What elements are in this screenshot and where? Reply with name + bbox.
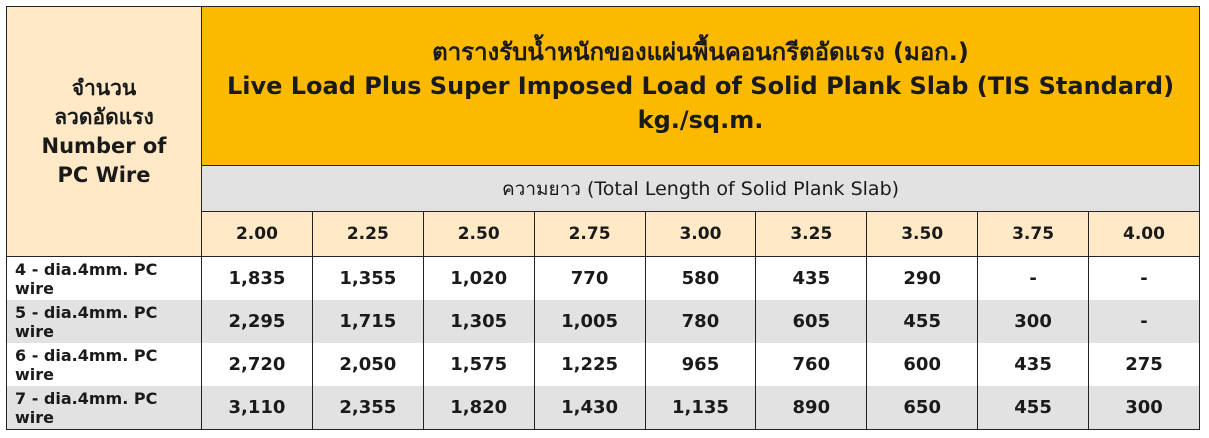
load-value-cell: 1,005 <box>533 300 646 343</box>
load-value-cell: - <box>1088 300 1200 343</box>
load-value-cell: 435 <box>977 343 1089 386</box>
load-value-cell: 1,820 <box>422 386 535 430</box>
load-value-cell: 760 <box>755 343 868 386</box>
load-value-cell: 455 <box>977 386 1089 430</box>
row-label: 7 - dia.4mm. PC wire <box>6 386 202 430</box>
row-label: 5 - dia.4mm. PC wire <box>6 300 202 343</box>
load-value-cell: 1,715 <box>311 300 424 343</box>
load-value-cell: 2,050 <box>311 343 424 386</box>
load-value-cell: 455 <box>866 300 979 343</box>
row-header-cell: จำนวน ลวดอัดแรง Number of PC Wire <box>6 6 202 257</box>
load-value-cell: 2,720 <box>201 343 313 386</box>
length-header: 3.75 <box>977 211 1089 257</box>
load-value-cell: 580 <box>644 256 757 300</box>
length-header: 3.00 <box>644 211 757 257</box>
load-value-cell: 2,355 <box>311 386 424 430</box>
row-header-thai-2: ลวดอัดแรง <box>54 104 154 129</box>
length-header: 2.00 <box>201 211 313 257</box>
load-value-cell: 1,430 <box>533 386 646 430</box>
load-value-cell: 1,835 <box>201 256 313 300</box>
length-header: 3.50 <box>866 211 979 257</box>
title-unit: kg./sq.m. <box>637 106 764 134</box>
load-value-cell: 1,135 <box>644 386 757 430</box>
row-header-en-2: PC Wire <box>57 162 151 187</box>
load-value-cell: 300 <box>977 300 1089 343</box>
load-value-cell: - <box>977 256 1089 300</box>
length-header: 2.75 <box>533 211 646 257</box>
title-thai: ตารางรับน้ำหนักของแผ่นพื้นคอนกรีตอัดแรง … <box>432 38 969 66</box>
title-english: Live Load Plus Super Imposed Load of Sol… <box>226 72 1175 100</box>
load-value-cell: 780 <box>644 300 757 343</box>
table-row: 7 - dia.4mm. PC wire 3,110 2,355 1,820 1,430… <box>6 386 1200 430</box>
load-value-cell: 770 <box>533 256 646 300</box>
row-header-en-1: Number of <box>41 133 167 158</box>
load-value-cell: 1,305 <box>422 300 535 343</box>
length-subheader: ความยาว (Total Length of Solid Plank Sla… <box>201 165 1200 212</box>
length-header: 4.00 <box>1088 211 1200 257</box>
load-value-cell: 275 <box>1088 343 1200 386</box>
row-label: 4 - dia.4mm. PC wire <box>6 256 202 300</box>
load-value-cell: 600 <box>866 343 979 386</box>
load-value-cell: 1,355 <box>311 256 424 300</box>
load-value-cell: 2,295 <box>201 300 313 343</box>
length-header: 2.50 <box>422 211 535 257</box>
load-value-cell: 1,225 <box>533 343 646 386</box>
load-value-cell: 1,575 <box>422 343 535 386</box>
table-row: 4 - dia.4mm. PC wire 1,835 1,355 1,020 770 58… <box>6 256 1200 300</box>
load-value-cell: 1,020 <box>422 256 535 300</box>
load-value-cell: - <box>1088 256 1200 300</box>
load-value-cell: 435 <box>755 256 868 300</box>
row-label: 6 - dia.4mm. PC wire <box>6 343 202 386</box>
load-value-cell: 300 <box>1088 386 1200 430</box>
table-row: 5 - dia.4mm. PC wire 2,295 1,715 1,305 1,005… <box>6 300 1200 343</box>
load-table: จำนวน ลวดอัดแรง Number of PC Wire ตารางร… <box>6 6 1200 430</box>
row-header-thai-1: จำนวน <box>71 75 137 100</box>
load-value-cell: 965 <box>644 343 757 386</box>
load-value-cell: 890 <box>755 386 868 430</box>
table-title: ตารางรับน้ำหนักของแผ่นพื้นคอนกรีตอัดแรง … <box>201 6 1200 166</box>
table-row: 6 - dia.4mm. PC wire 2,720 2,050 1,575 1,225… <box>6 343 1200 386</box>
length-header: 2.25 <box>311 211 424 257</box>
load-value-cell: 3,110 <box>201 386 313 430</box>
load-value-cell: 290 <box>866 256 979 300</box>
length-header: 3.25 <box>755 211 868 257</box>
load-value-cell: 605 <box>755 300 868 343</box>
load-value-cell: 650 <box>866 386 979 430</box>
